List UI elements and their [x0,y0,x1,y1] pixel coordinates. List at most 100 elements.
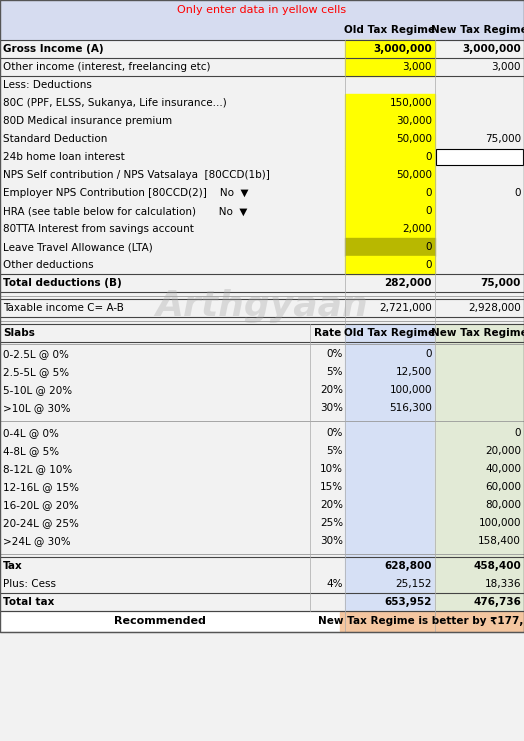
Bar [345,148,435,166]
Bar [345,40,435,58]
Text: 2,000: 2,000 [402,224,432,234]
Text: 15%: 15% [320,482,343,492]
Text: 50,000: 50,000 [396,170,432,180]
Text: 0: 0 [425,152,432,162]
Text: 75,000: 75,000 [485,134,521,144]
Text: 5-10L @ 20%: 5-10L @ 20% [3,385,72,395]
Text: 18,336: 18,336 [485,579,521,589]
Text: 3,000: 3,000 [492,62,521,72]
Text: Total deductions (B): Total deductions (B) [3,278,122,288]
Bar [436,149,523,165]
Text: Total tax: Total tax [3,597,54,607]
Bar [345,58,435,76]
Text: 16-20L @ 20%: 16-20L @ 20% [3,500,79,510]
Text: Tax: Tax [3,561,23,571]
Bar [340,612,523,631]
Text: 80TTA Interest from savings account: 80TTA Interest from savings account [3,224,194,234]
Bar [345,324,435,611]
Text: 50,000: 50,000 [396,134,432,144]
Text: 75,000: 75,000 [481,278,521,288]
Text: 0-4L @ 0%: 0-4L @ 0% [3,428,59,438]
Text: Slabs: Slabs [3,328,35,338]
Text: 20,000: 20,000 [485,446,521,456]
Text: 30%: 30% [320,403,343,413]
Text: 80D Medical insurance premium: 80D Medical insurance premium [3,116,172,126]
Text: 4%: 4% [326,579,343,589]
Text: 2,721,000: 2,721,000 [379,303,432,313]
Text: Old Tax Regime: Old Tax Regime [344,25,435,35]
Text: 5%: 5% [326,446,343,456]
Text: 12,500: 12,500 [396,367,432,377]
Text: Leave Travel Allowance (LTA): Leave Travel Allowance (LTA) [3,242,153,252]
Text: Other income (interest, freelancing etc): Other income (interest, freelancing etc) [3,62,211,72]
Bar [345,256,435,274]
Text: 100,000: 100,000 [478,518,521,528]
Text: HRA (see table below for calculation)       No  ▼: HRA (see table below for calculation) No… [3,206,247,216]
Bar [345,112,435,130]
Text: 25,152: 25,152 [396,579,432,589]
Text: 30%: 30% [320,536,343,546]
Text: 80,000: 80,000 [485,500,521,510]
Text: 3,000,000: 3,000,000 [462,44,521,54]
Bar [435,324,524,611]
Text: 40,000: 40,000 [485,464,521,474]
Text: Taxable income C= A-B: Taxable income C= A-B [3,303,124,313]
Text: 80C (PPF, ELSS, Sukanya, Life insurance...): 80C (PPF, ELSS, Sukanya, Life insurance.… [3,98,227,108]
Text: 25%: 25% [320,518,343,528]
Text: >24L @ 30%: >24L @ 30% [3,536,71,546]
Text: 60,000: 60,000 [485,482,521,492]
Bar [345,94,435,112]
Text: Rate: Rate [314,328,341,338]
Text: Arthgyaan: Arthgyaan [156,289,368,323]
Text: Other deductions: Other deductions [3,260,94,270]
Text: Standard Deduction: Standard Deduction [3,134,107,144]
Text: 12-16L @ 15%: 12-16L @ 15% [3,482,79,492]
Text: Employer NPS Contribution [80CCD(2)]    No  ▼: Employer NPS Contribution [80CCD(2)] No … [3,188,248,198]
Text: NPS Self contribution / NPS Vatsalaya  [80CCD(1b)]: NPS Self contribution / NPS Vatsalaya [8… [3,170,270,180]
Text: 0: 0 [425,349,432,359]
Text: 5%: 5% [326,367,343,377]
Text: 30,000: 30,000 [396,116,432,126]
Text: 0: 0 [515,428,521,438]
Text: 3,000,000: 3,000,000 [373,44,432,54]
Text: 20-24L @ 25%: 20-24L @ 25% [3,518,79,528]
Text: 653,952: 653,952 [385,597,432,607]
Text: 0%: 0% [326,428,343,438]
Bar [345,130,435,148]
Text: 282,000: 282,000 [385,278,432,288]
Text: Less: Deductions: Less: Deductions [3,80,92,90]
Text: 0: 0 [425,242,432,252]
Bar [0,0,524,20]
Text: 2.5-5L @ 5%: 2.5-5L @ 5% [3,367,69,377]
Text: 0: 0 [425,260,432,270]
Text: 20%: 20% [320,385,343,395]
Text: 0%: 0% [326,349,343,359]
Text: 20%: 20% [320,500,343,510]
Text: 458,400: 458,400 [473,561,521,571]
Bar [345,166,435,184]
Text: 0: 0 [425,206,432,216]
Text: 150,000: 150,000 [389,98,432,108]
Bar [345,202,435,220]
Text: Only enter data in yellow cells: Only enter data in yellow cells [178,5,346,15]
Text: 24b home loan interest: 24b home loan interest [3,152,125,162]
Bar [345,184,435,202]
Bar [0,20,524,40]
Text: 10%: 10% [320,464,343,474]
Text: 628,800: 628,800 [385,561,432,571]
Text: 8-12L @ 10%: 8-12L @ 10% [3,464,72,474]
Text: 2,928,000: 2,928,000 [468,303,521,313]
Text: Plus: Cess: Plus: Cess [3,579,56,589]
Text: Old Tax Regime: Old Tax Regime [344,328,435,338]
Text: New Tax Regime: New Tax Regime [431,25,524,35]
Text: New Tax Regime is better by ₹177,216: New Tax Regime is better by ₹177,216 [319,617,524,626]
Text: 158,400: 158,400 [478,536,521,546]
Text: 0-2.5L @ 0%: 0-2.5L @ 0% [3,349,69,359]
Text: 3,000: 3,000 [402,62,432,72]
Text: Gross Income (A): Gross Income (A) [3,44,104,54]
Bar [345,238,435,256]
Text: 516,300: 516,300 [389,403,432,413]
Text: 0: 0 [515,188,521,198]
Bar [0,0,524,632]
Text: Recommended: Recommended [114,617,206,626]
